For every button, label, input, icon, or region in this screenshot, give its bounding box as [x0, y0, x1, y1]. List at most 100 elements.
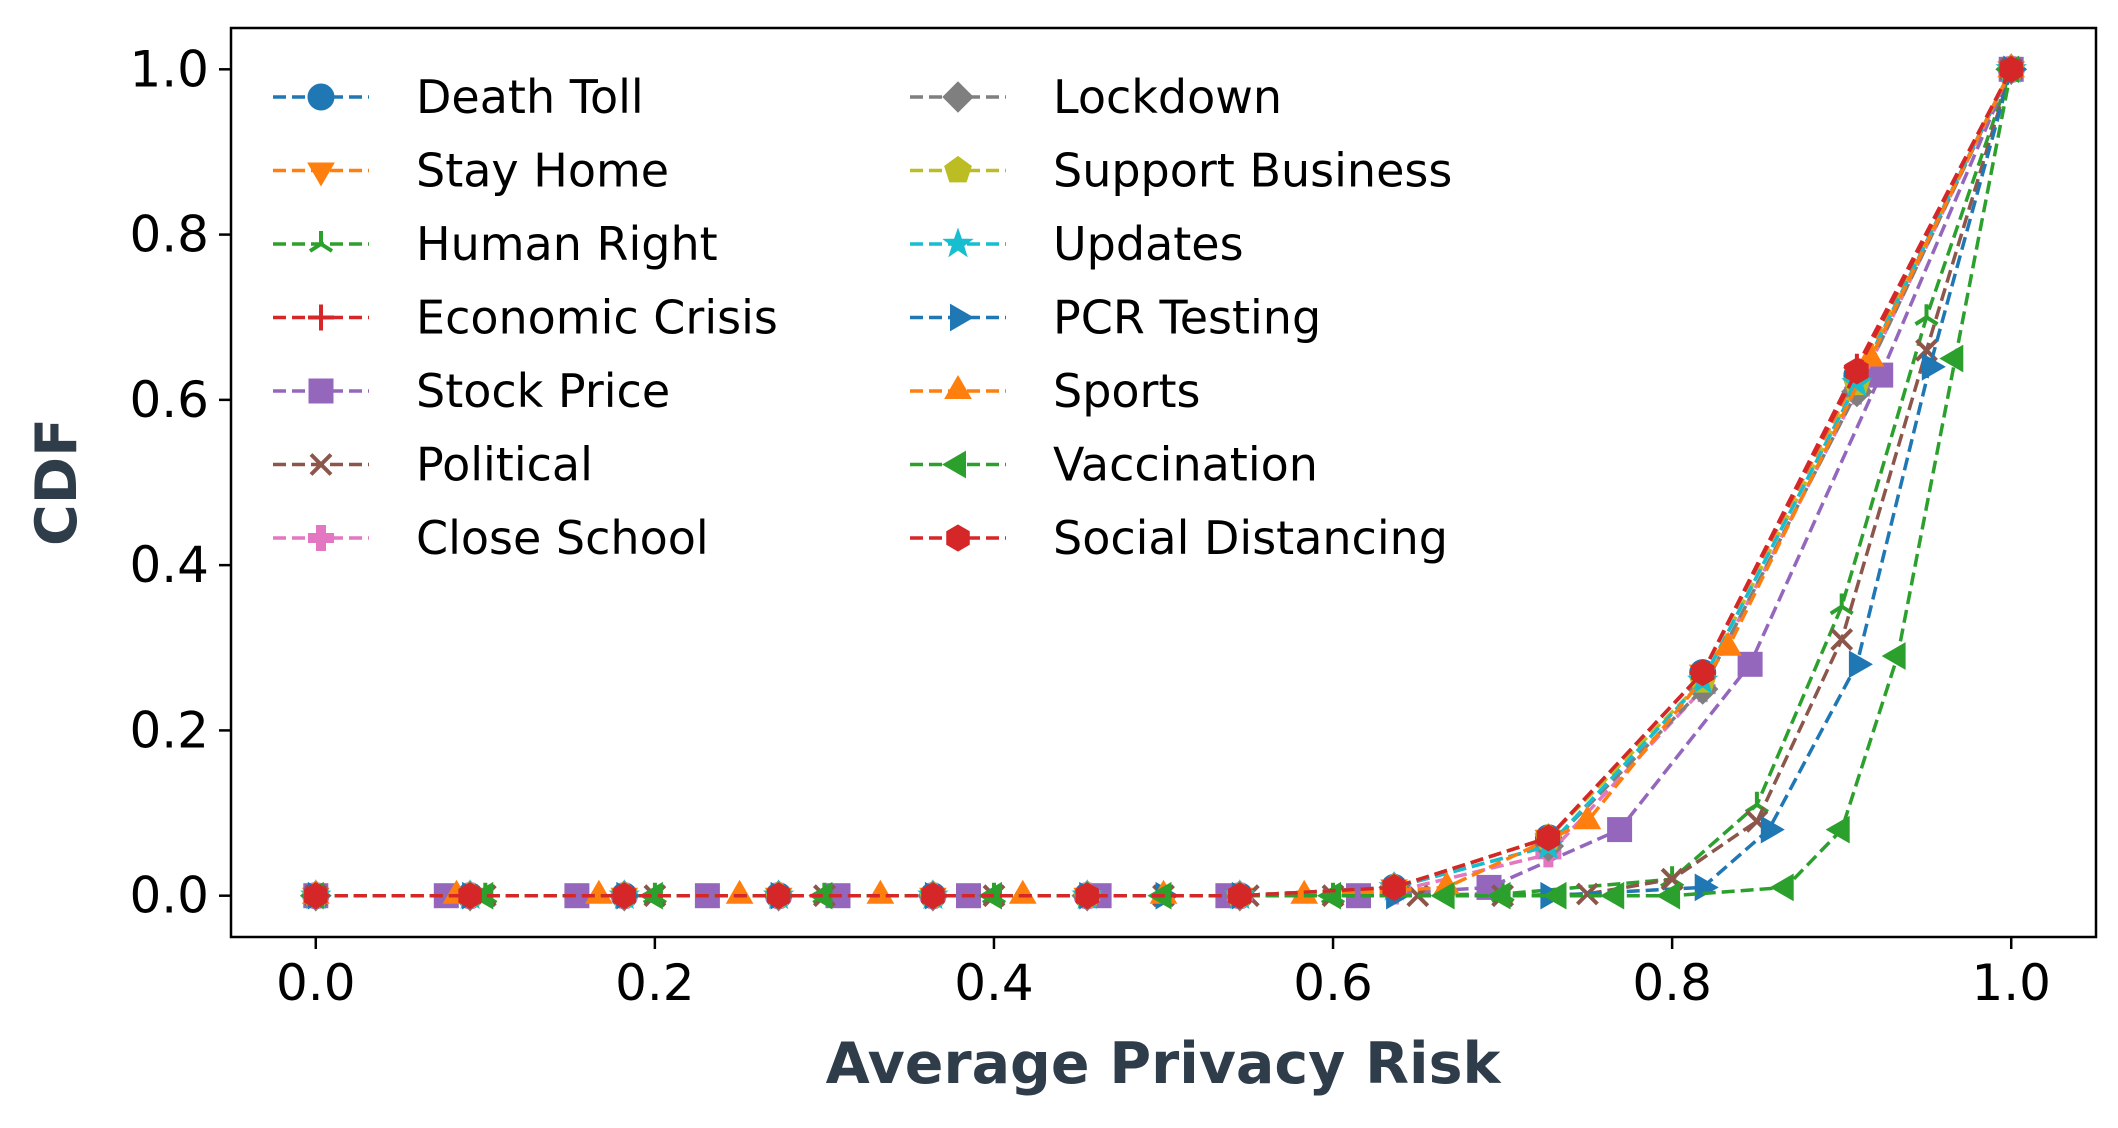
data-point-political: [1830, 628, 1854, 651]
data-point-vaccination: [1881, 642, 1906, 670]
legend-label: Lockdown: [1053, 70, 1282, 124]
x-tick-label: 0.0: [276, 954, 356, 1012]
legend-marker: [944, 374, 972, 399]
data-point-vaccination: [1486, 881, 1511, 910]
legend-marker: [942, 81, 974, 113]
data-point-social-distancing: [1845, 357, 1869, 385]
data-point-vaccination: [1316, 881, 1341, 910]
data-point-social-distancing: [1382, 873, 1406, 901]
data-point-political: [1575, 882, 1599, 906]
legend-marker: [942, 227, 974, 258]
data-point-sports: [1573, 805, 1602, 830]
legend-entry-support-business: Support Business: [910, 144, 1452, 198]
data-point-stock-price: [1737, 651, 1763, 677]
legend-entry-death-toll: Death Toll: [273, 70, 644, 124]
legend-marker: [308, 304, 334, 331]
data-point-pcr-testing: [1921, 352, 1946, 381]
x-axis-label: Average Privacy Risk: [826, 1031, 1502, 1097]
data-point-social-distancing: [921, 882, 945, 910]
legend-label: Updates: [1053, 217, 1244, 271]
data-point-stock-price: [1868, 362, 1894, 388]
legend-label: Close School: [416, 511, 709, 565]
y-tick-label: 0.8: [129, 206, 209, 264]
data-point-sports: [585, 879, 613, 904]
data-point-pcr-testing: [1848, 650, 1873, 679]
data-point-vaccination: [1430, 881, 1455, 910]
legend-label: Human Right: [416, 217, 718, 271]
y-axis-label: CDF: [24, 418, 90, 546]
legend-label: Death Toll: [416, 70, 644, 124]
x-tick-label: 0.4: [954, 954, 1034, 1012]
data-point-social-distancing: [458, 882, 482, 910]
legend-marker: [950, 303, 975, 332]
data-point-social-distancing: [1690, 659, 1715, 687]
data-point-social-distancing: [1999, 55, 2023, 83]
data-point-social-distancing: [1228, 882, 1252, 910]
y-tick-label: 1.0: [129, 40, 209, 98]
legend-label: Economic Crisis: [416, 291, 778, 345]
ticks-layer: 0.0 0.2 0.4 0.6 0.8 1.0 0.0 0.2 0.4 0.6 0.8 1.0: [129, 40, 2051, 1012]
data-point-social-distancing: [612, 882, 637, 910]
data-point-human-right: [1829, 593, 1854, 616]
data-point-vaccination: [1769, 873, 1794, 902]
legend-entry-sports: Sports: [910, 364, 1200, 418]
data-point-human-right: [1914, 304, 1939, 326]
legend-entry-vaccination: Vaccination: [910, 438, 1318, 492]
x-tick-label: 0.2: [615, 954, 695, 1012]
data-point-sports: [866, 879, 895, 904]
legend-marker: [946, 524, 970, 552]
axes-frame: [229, 26, 2098, 939]
legend-marker: [309, 453, 333, 476]
legend-entry-stay-home: Stay Home: [273, 144, 669, 198]
legend-label: PCR Testing: [1053, 291, 1321, 345]
legend-entry-lockdown: Lockdown: [910, 70, 1282, 124]
series-social-distancing: [304, 55, 2023, 910]
data-point-social-distancing: [1075, 882, 1099, 910]
legend-entry-updates: Updates: [910, 217, 1244, 271]
legend-label: Stock Price: [416, 364, 670, 418]
legend-marker: [308, 231, 334, 253]
legend-label: Vaccination: [1053, 438, 1318, 492]
data-point-stock-price: [1607, 817, 1633, 843]
data-point-sports: [1856, 342, 1885, 367]
data-point-vaccination: [1656, 881, 1681, 910]
data-point-vaccination: [1939, 344, 1964, 373]
series-layer: [299, 52, 2028, 912]
legend-marker: [941, 450, 966, 479]
legend-marker: [307, 83, 335, 111]
x-tick-label: 0.6: [1293, 954, 1373, 1012]
data-point-pcr-testing: [1760, 815, 1785, 844]
series-line-social-distancing: [315, 68, 2013, 898]
legend-entry-economic-crisis: Economic Crisis: [273, 291, 778, 345]
y-tick-label: 0.6: [129, 371, 209, 429]
legend-label: Sports: [1053, 364, 1200, 418]
legend-entry-human-right: Human Right: [273, 217, 718, 271]
legend-entry-stock-price: Stock Price: [273, 364, 670, 418]
legend-entry-political: Political: [273, 438, 593, 492]
legend-marker: [308, 525, 334, 551]
y-tick-label: 0.2: [129, 701, 209, 759]
y-tick-label: 0.0: [129, 867, 209, 925]
data-point-vaccination: [1825, 815, 1850, 844]
data-point-sports: [1008, 879, 1037, 904]
data-point-vaccination: [1542, 881, 1567, 910]
data-point-social-distancing: [304, 882, 328, 910]
legend-label: Political: [416, 438, 593, 492]
y-tick-label: 0.4: [129, 536, 209, 594]
data-point-social-distancing: [766, 882, 791, 910]
data-point-sports: [1714, 631, 1742, 656]
legend: Death Toll Stay Home Human Right Economic C…: [273, 70, 1452, 565]
legend-entry-social-distancing: Social Distancing: [910, 511, 1448, 565]
legend-label: Social Distancing: [1053, 511, 1448, 565]
x-tick-label: 1.0: [1971, 954, 2051, 1012]
data-point-sports: [725, 879, 754, 904]
legend-marker: [944, 155, 972, 183]
legend-label: Stay Home: [416, 144, 669, 198]
data-point-social-distancing: [1536, 824, 1561, 852]
legend-entry-close-school: Close School: [273, 511, 709, 565]
data-point-vaccination: [1600, 881, 1625, 910]
legend-entry-pcr-testing: PCR Testing: [910, 291, 1321, 345]
legend-marker: [307, 162, 335, 187]
x-tick-label: 0.8: [1632, 954, 1712, 1012]
